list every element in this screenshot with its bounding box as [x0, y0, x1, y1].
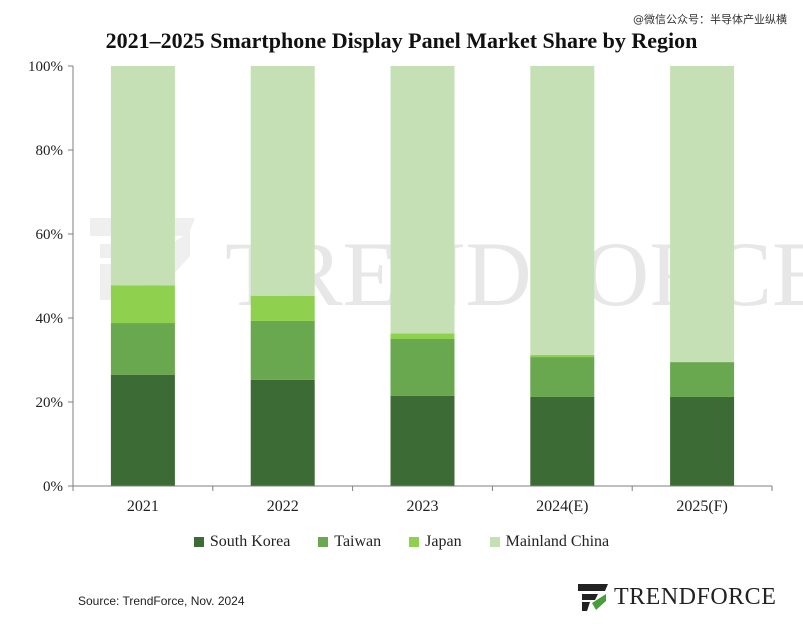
x-tick-label: 2025(F) — [676, 498, 728, 515]
legend-swatch-south-korea — [193, 537, 204, 547]
legend-item-taiwan: Taiwan — [318, 533, 381, 551]
bar-south-korea-2022 — [250, 379, 315, 486]
legend-item-south-korea: South Korea — [193, 533, 291, 551]
bar-japan-2024e — [530, 354, 595, 358]
bar-mainland-china-2021 — [110, 66, 175, 286]
x-tick-label: 2021 — [127, 498, 159, 515]
y-tick-label: 60% — [36, 227, 64, 243]
y-tick-label: 20% — [36, 395, 64, 411]
legend: South Korea Taiwan Japan Mainland China — [0, 533, 803, 551]
y-tick-label: 0% — [43, 479, 63, 495]
bar-mainland-china-2025f — [670, 66, 735, 363]
legend-label-south-korea: South Korea — [209, 533, 291, 550]
y-tick-label: 80% — [36, 143, 64, 159]
bar-south-korea-2024e — [530, 396, 595, 486]
bar-japan-2023 — [390, 333, 455, 339]
chart-title: 2021–2025 Smartphone Display Panel Marke… — [105, 28, 698, 53]
bar-taiwan-2024e — [530, 357, 595, 397]
legend-label-japan: Japan — [425, 533, 462, 550]
bar-mainland-china-2023 — [390, 66, 455, 334]
legend-item-japan: Japan — [409, 533, 462, 551]
source-note: Source: TrendForce, Nov. 2024 — [78, 594, 245, 608]
legend-item-mainland-china: Mainland China — [489, 533, 610, 551]
top-watermark: @微信公众号：半导体产业纵横 — [633, 13, 787, 26]
bar-mainland-china-2022 — [250, 66, 315, 296]
y-tick-label: 40% — [36, 311, 64, 327]
legend-label-taiwan: Taiwan — [334, 533, 382, 550]
x-tick-label: 2024(E) — [536, 498, 588, 515]
trendforce-logo-text: TRENDFORCE — [614, 583, 777, 610]
legend-swatch-japan — [409, 537, 420, 547]
y-tick-label: 100% — [28, 59, 63, 75]
bar-taiwan-2022 — [250, 320, 315, 380]
trendforce-logo: TRENDFORCE — [578, 582, 776, 612]
legend-swatch-taiwan — [318, 537, 329, 547]
bar-south-korea-2023 — [390, 395, 455, 486]
x-tick-label: 2023 — [407, 498, 439, 515]
x-tick-label: 2022 — [267, 498, 299, 515]
bar-taiwan-2021 — [110, 323, 175, 375]
legend-swatch-mainland-china — [489, 537, 500, 547]
trendforce-logo-icon — [578, 584, 608, 611]
bar-japan-2021 — [110, 285, 175, 324]
bar-south-korea-2021 — [110, 374, 175, 486]
bar-taiwan-2025f — [670, 362, 735, 397]
bar-japan-2022 — [250, 295, 315, 321]
bar-taiwan-2023 — [390, 339, 455, 396]
legend-label-mainland-china: Mainland China — [505, 533, 610, 550]
bar-south-korea-2025f — [670, 396, 735, 486]
bar-mainland-china-2024e — [530, 66, 595, 355]
